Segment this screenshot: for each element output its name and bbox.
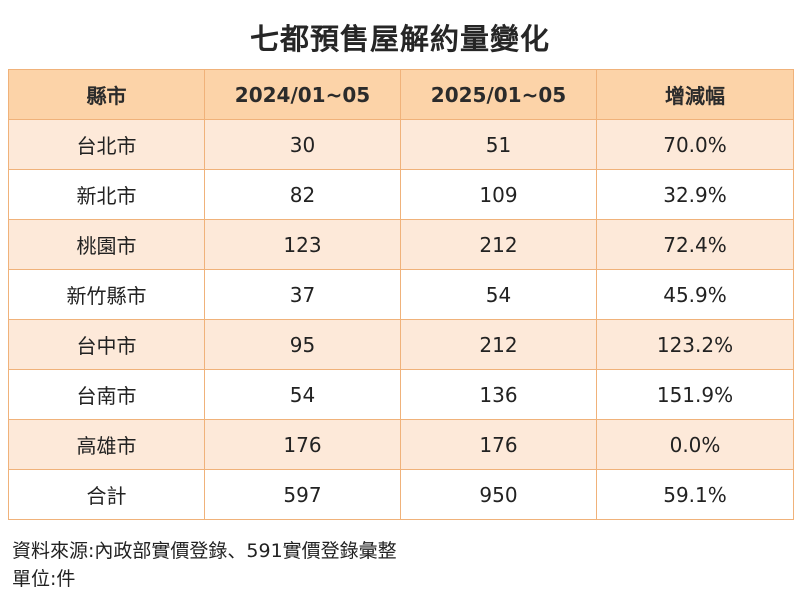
- cell-city: 新北市: [8, 169, 205, 220]
- cell-2025: 212: [400, 319, 597, 370]
- table-row: 台北市 30 51 70.0%: [8, 119, 794, 170]
- table-row: 台中市 95 212 123.2%: [8, 319, 794, 370]
- cell-2025: 136: [400, 369, 597, 420]
- cell-2024: 176: [204, 419, 401, 470]
- data-table: 縣市 2024/01~05 2025/01~05 增減幅 台北市 30 51 7…: [8, 69, 794, 520]
- cell-change: 0.0%: [596, 419, 794, 470]
- cell-2024: 37: [204, 269, 401, 320]
- cell-change: 123.2%: [596, 319, 794, 370]
- cell-change: 151.9%: [596, 369, 794, 420]
- cell-2024: 95: [204, 319, 401, 370]
- cell-city: 台南市: [8, 369, 205, 420]
- cell-2025: 54: [400, 269, 597, 320]
- cell-2024: 82: [204, 169, 401, 220]
- cell-city: 新竹縣市: [8, 269, 205, 320]
- cell-change: 70.0%: [596, 119, 794, 170]
- cell-city: 合計: [8, 469, 205, 520]
- cell-change: 72.4%: [596, 219, 794, 270]
- header-2025: 2025/01~05: [400, 69, 597, 120]
- cell-change: 59.1%: [596, 469, 794, 520]
- cell-2025: 950: [400, 469, 597, 520]
- cell-2024: 123: [204, 219, 401, 270]
- cell-change: 45.9%: [596, 269, 794, 320]
- unit-note: 單位:件: [12, 568, 76, 590]
- page-title: 七都預售屋解約量變化: [249, 22, 550, 56]
- header-change: 增減幅: [596, 69, 794, 120]
- cell-2024: 30: [204, 119, 401, 170]
- source-note: 資料來源:內政部實價登錄、591實價登錄彙整: [12, 540, 397, 562]
- table-row: 桃園市 123 212 72.4%: [8, 219, 794, 270]
- table-row: 高雄市 176 176 0.0%: [8, 419, 794, 470]
- cell-city: 台北市: [8, 119, 205, 170]
- header-2024: 2024/01~05: [204, 69, 401, 120]
- cell-2024: 597: [204, 469, 401, 520]
- table-row: 新北市 82 109 32.9%: [8, 169, 794, 220]
- cell-city: 高雄市: [8, 419, 205, 470]
- cell-2025: 176: [400, 419, 597, 470]
- table-row-total: 合計 597 950 59.1%: [8, 469, 794, 520]
- table-header-row: 縣市 2024/01~05 2025/01~05 增減幅: [8, 69, 794, 120]
- cell-city: 台中市: [8, 319, 205, 370]
- header-city: 縣市: [8, 69, 205, 120]
- cell-2024: 54: [204, 369, 401, 420]
- cell-2025: 109: [400, 169, 597, 220]
- cell-2025: 212: [400, 219, 597, 270]
- cell-city: 桃園市: [8, 219, 205, 270]
- table-row: 新竹縣市 37 54 45.9%: [8, 269, 794, 320]
- cell-change: 32.9%: [596, 169, 794, 220]
- table-row: 台南市 54 136 151.9%: [8, 369, 794, 420]
- cell-2025: 51: [400, 119, 597, 170]
